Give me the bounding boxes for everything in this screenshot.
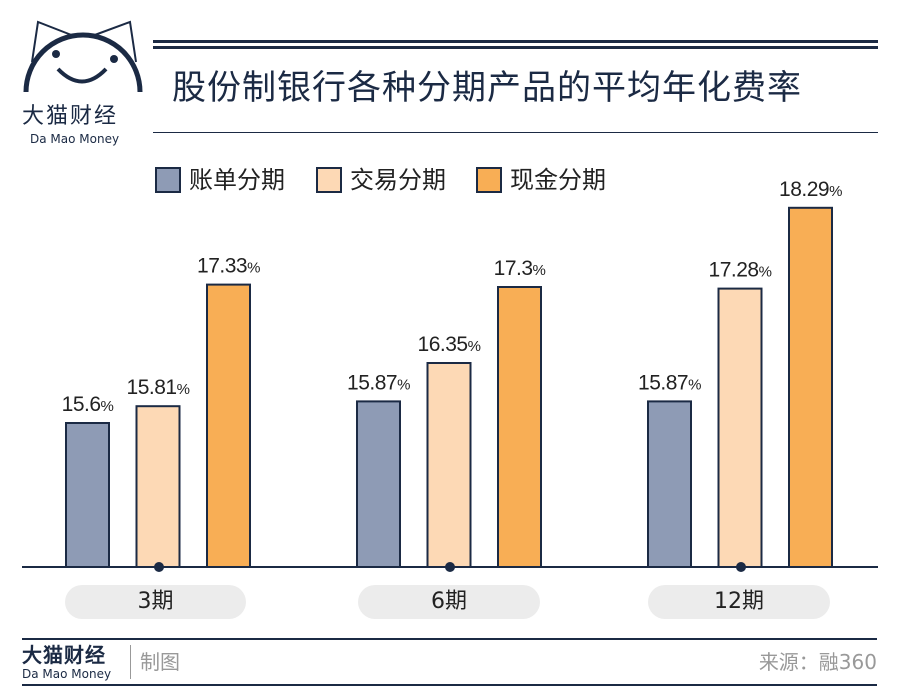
- footer-brand-en: Da Mao Money: [22, 667, 112, 681]
- data-label: 17.28%: [709, 259, 772, 282]
- category-label: 6期: [358, 585, 540, 619]
- category-label: 3期: [65, 585, 246, 619]
- legend-swatch: [155, 167, 181, 193]
- data-label: 17.3%: [494, 257, 546, 280]
- data-label: 15.87%: [638, 371, 701, 394]
- data-label: 15.87%: [347, 371, 410, 394]
- bar: [206, 283, 251, 568]
- footer-rule-top: [22, 638, 877, 640]
- bar: [788, 206, 833, 569]
- data-label: 17.33%: [197, 255, 260, 278]
- bar: [497, 286, 542, 568]
- bar: [356, 400, 401, 568]
- footer-divider: [130, 645, 131, 679]
- footer-rule-bottom: [22, 684, 877, 686]
- logo-cat-icon: [23, 20, 143, 93]
- plot-area: 15.6% 15.81% 17.33% 15.87% 16.35% 17.3% 15.87%…: [22, 178, 878, 572]
- legend-swatch: [476, 167, 502, 193]
- bar: [717, 287, 763, 568]
- footer-made-by: 制图: [140, 650, 180, 674]
- legend-item-cash: 现金分期: [476, 166, 606, 194]
- category-label: 12期: [648, 585, 830, 619]
- legend-label: 交易分期: [350, 166, 446, 194]
- footer-brand-cn: 大猫财经: [22, 643, 106, 667]
- bar: [647, 400, 692, 568]
- legend-label: 账单分期: [189, 166, 285, 194]
- bar: [135, 405, 181, 569]
- footer-source: 来源：融360: [758, 650, 877, 674]
- legend-item-trade: 交易分期: [316, 166, 446, 194]
- logo-text-en: Da Mao Money: [30, 132, 120, 146]
- data-label: 18.29%: [779, 178, 842, 201]
- bar: [426, 362, 472, 568]
- title-rule-top: [153, 40, 878, 43]
- data-label: 15.6%: [62, 393, 114, 416]
- legend-swatch: [316, 167, 342, 193]
- title-rule-top-2: [153, 46, 878, 49]
- logo-text-cn: 大猫财经: [22, 104, 119, 129]
- title-rule-bottom: [153, 132, 878, 133]
- bar: [65, 422, 110, 568]
- data-label: 15.81%: [127, 376, 190, 399]
- data-label: 16.35%: [418, 333, 481, 356]
- legend-label: 现金分期: [510, 166, 606, 194]
- legend-item-bill: 账单分期: [155, 166, 285, 194]
- chart-title: 股份制银行各种分期产品的平均年化费率: [172, 68, 802, 108]
